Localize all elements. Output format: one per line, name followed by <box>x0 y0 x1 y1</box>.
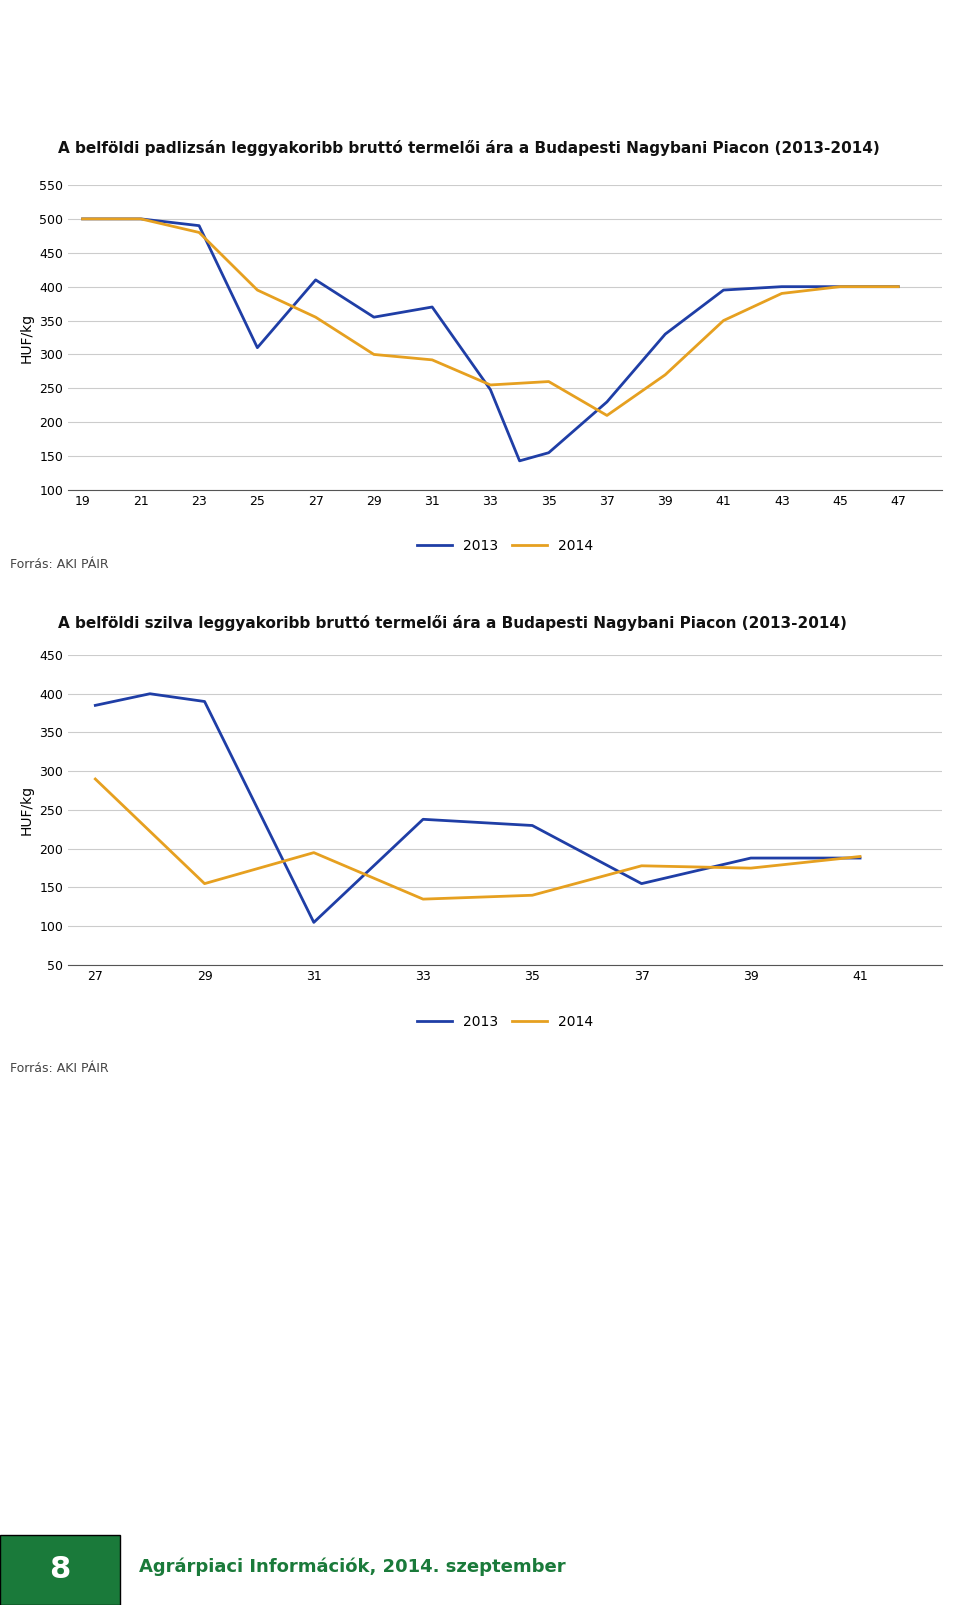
Text: ZÖLDSÉG ÉS GYÜMÖLCS: ZÖLDSÉG ÉS GYÜMÖLCS <box>19 53 628 96</box>
Text: PÁIR: PÁIR <box>900 83 933 96</box>
Text: Agrárpiaci Információk, 2014. szeptember: Agrárpiaci Információk, 2014. szeptember <box>139 1557 565 1576</box>
FancyBboxPatch shape <box>0 1534 120 1605</box>
Text: A belföldi szilva leggyakoribb bruttó termelői ára a Budapesti Nagybani Piacon (: A belföldi szilva leggyakoribb bruttó te… <box>59 615 848 631</box>
Text: Forrás: AKI PÁIR: Forrás: AKI PÁIR <box>10 559 108 571</box>
Text: A belföldi padlizsán leggyakoribb bruttó termelői ára a Budapesti Nagybani Piaco: A belföldi padlizsán leggyakoribb bruttó… <box>59 140 880 156</box>
Text: Forrás: AKI PÁIR: Forrás: AKI PÁIR <box>10 1063 108 1075</box>
Legend: 2013, 2014: 2013, 2014 <box>412 533 598 559</box>
Legend: 2013, 2014: 2013, 2014 <box>412 1010 598 1034</box>
Y-axis label: HUF/kg: HUF/kg <box>20 785 34 835</box>
Text: 8: 8 <box>49 1555 71 1584</box>
Y-axis label: HUF/kg: HUF/kg <box>19 313 34 363</box>
